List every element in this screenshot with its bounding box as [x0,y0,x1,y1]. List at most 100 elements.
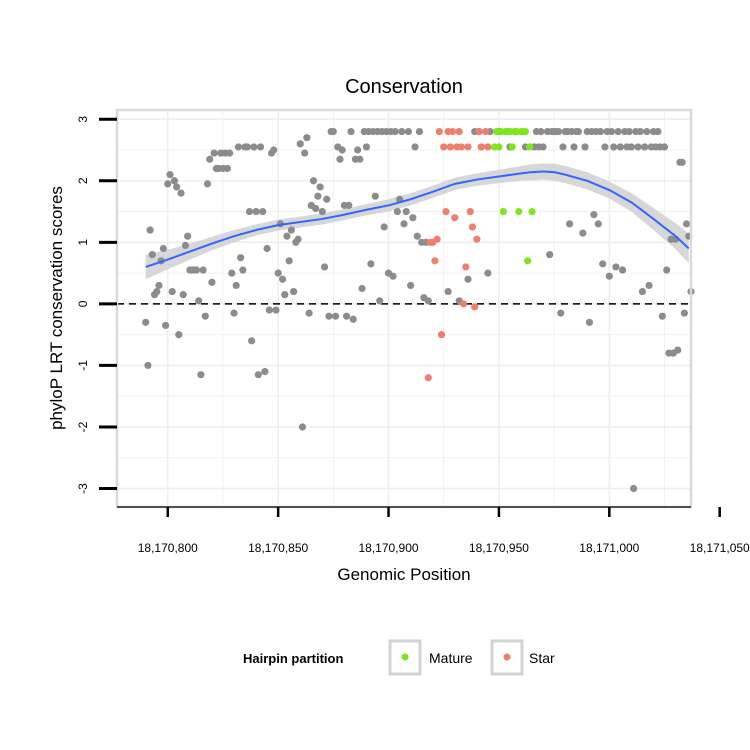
point-other [230,309,238,317]
point-other [376,297,384,305]
point-other [305,309,313,317]
point-other [179,291,187,299]
point-other [248,337,256,345]
point-star [446,143,454,151]
point-other [411,143,419,151]
point-other [225,149,234,157]
legend-title: Hairpin partition [243,651,343,666]
point-other [574,127,583,136]
point-star [440,143,448,151]
point-other [601,143,609,151]
x-tick-label: 18,171,050 [690,541,750,555]
point-other [554,127,563,136]
point-other [223,164,231,173]
point-star [484,143,492,151]
point-star [433,235,441,243]
point-star [431,257,439,265]
point-other [281,291,289,299]
point-star [435,127,443,136]
point-star [448,127,457,136]
point-other [234,143,243,151]
point-other [323,195,331,203]
point-other [630,484,638,493]
point-other [345,201,353,210]
point-other [181,241,190,250]
point-other [142,318,150,326]
point-other [570,143,578,151]
point-other [314,192,322,200]
point-star [468,223,477,231]
point-other [153,287,161,296]
point-other [232,281,240,290]
point-other [371,192,379,200]
point-other [585,318,594,326]
point-other [206,155,214,163]
point-other [256,143,265,151]
point-other [607,127,616,136]
point-other [654,127,662,136]
grid-lines [117,110,691,507]
point-other [616,143,624,151]
point-other [166,171,174,179]
point-star [466,207,474,216]
point-star [464,143,472,151]
point-other [402,207,410,216]
point-mature [521,127,530,136]
point-star [475,127,483,136]
point-other [349,315,357,323]
y-tick-label: 0 [76,300,90,307]
point-star [473,235,481,243]
point-other [274,269,282,277]
point-other [195,297,203,305]
point-other [237,254,245,262]
point-star [482,127,490,136]
point-other [210,149,218,157]
panel-background [117,110,691,507]
x-tick-label: 18,170,900 [359,541,419,555]
y-tick-label: 3 [76,116,90,123]
point-other [272,306,280,314]
smooth-curve [145,170,690,268]
point-other [590,211,598,219]
point-other [596,127,605,136]
point-other [148,251,156,259]
y-tick-label: 1 [76,239,90,246]
point-other [201,312,209,320]
point-other [413,232,421,240]
point-star [455,127,463,136]
chart-title: Conservation [345,76,463,98]
point-other [243,143,251,151]
point-other [144,361,152,370]
point-star [477,143,485,151]
point-other [320,263,329,271]
point-other [579,229,587,237]
point-other [287,226,296,234]
point-other [347,127,355,136]
point-other [634,143,642,151]
point-other [177,189,185,197]
point-other [643,127,651,136]
point-other [285,257,293,265]
point-star [437,331,446,339]
point-other [316,183,324,191]
point-other [254,371,262,379]
point-other [301,149,309,157]
point-other [409,214,417,222]
point-other [638,287,647,296]
point-other [658,312,666,320]
point-other [312,204,320,213]
point-other [263,244,271,253]
point-other [627,143,635,151]
point-other [325,312,333,320]
legend-key-star [490,639,524,676]
point-other [343,312,351,320]
point-other [484,269,492,277]
point-other [184,232,192,240]
point-other [199,266,207,274]
point-other [605,272,613,280]
point-other [400,220,408,228]
legend-label-star: Star [529,650,555,666]
point-other [278,275,287,283]
point-star [424,374,432,382]
